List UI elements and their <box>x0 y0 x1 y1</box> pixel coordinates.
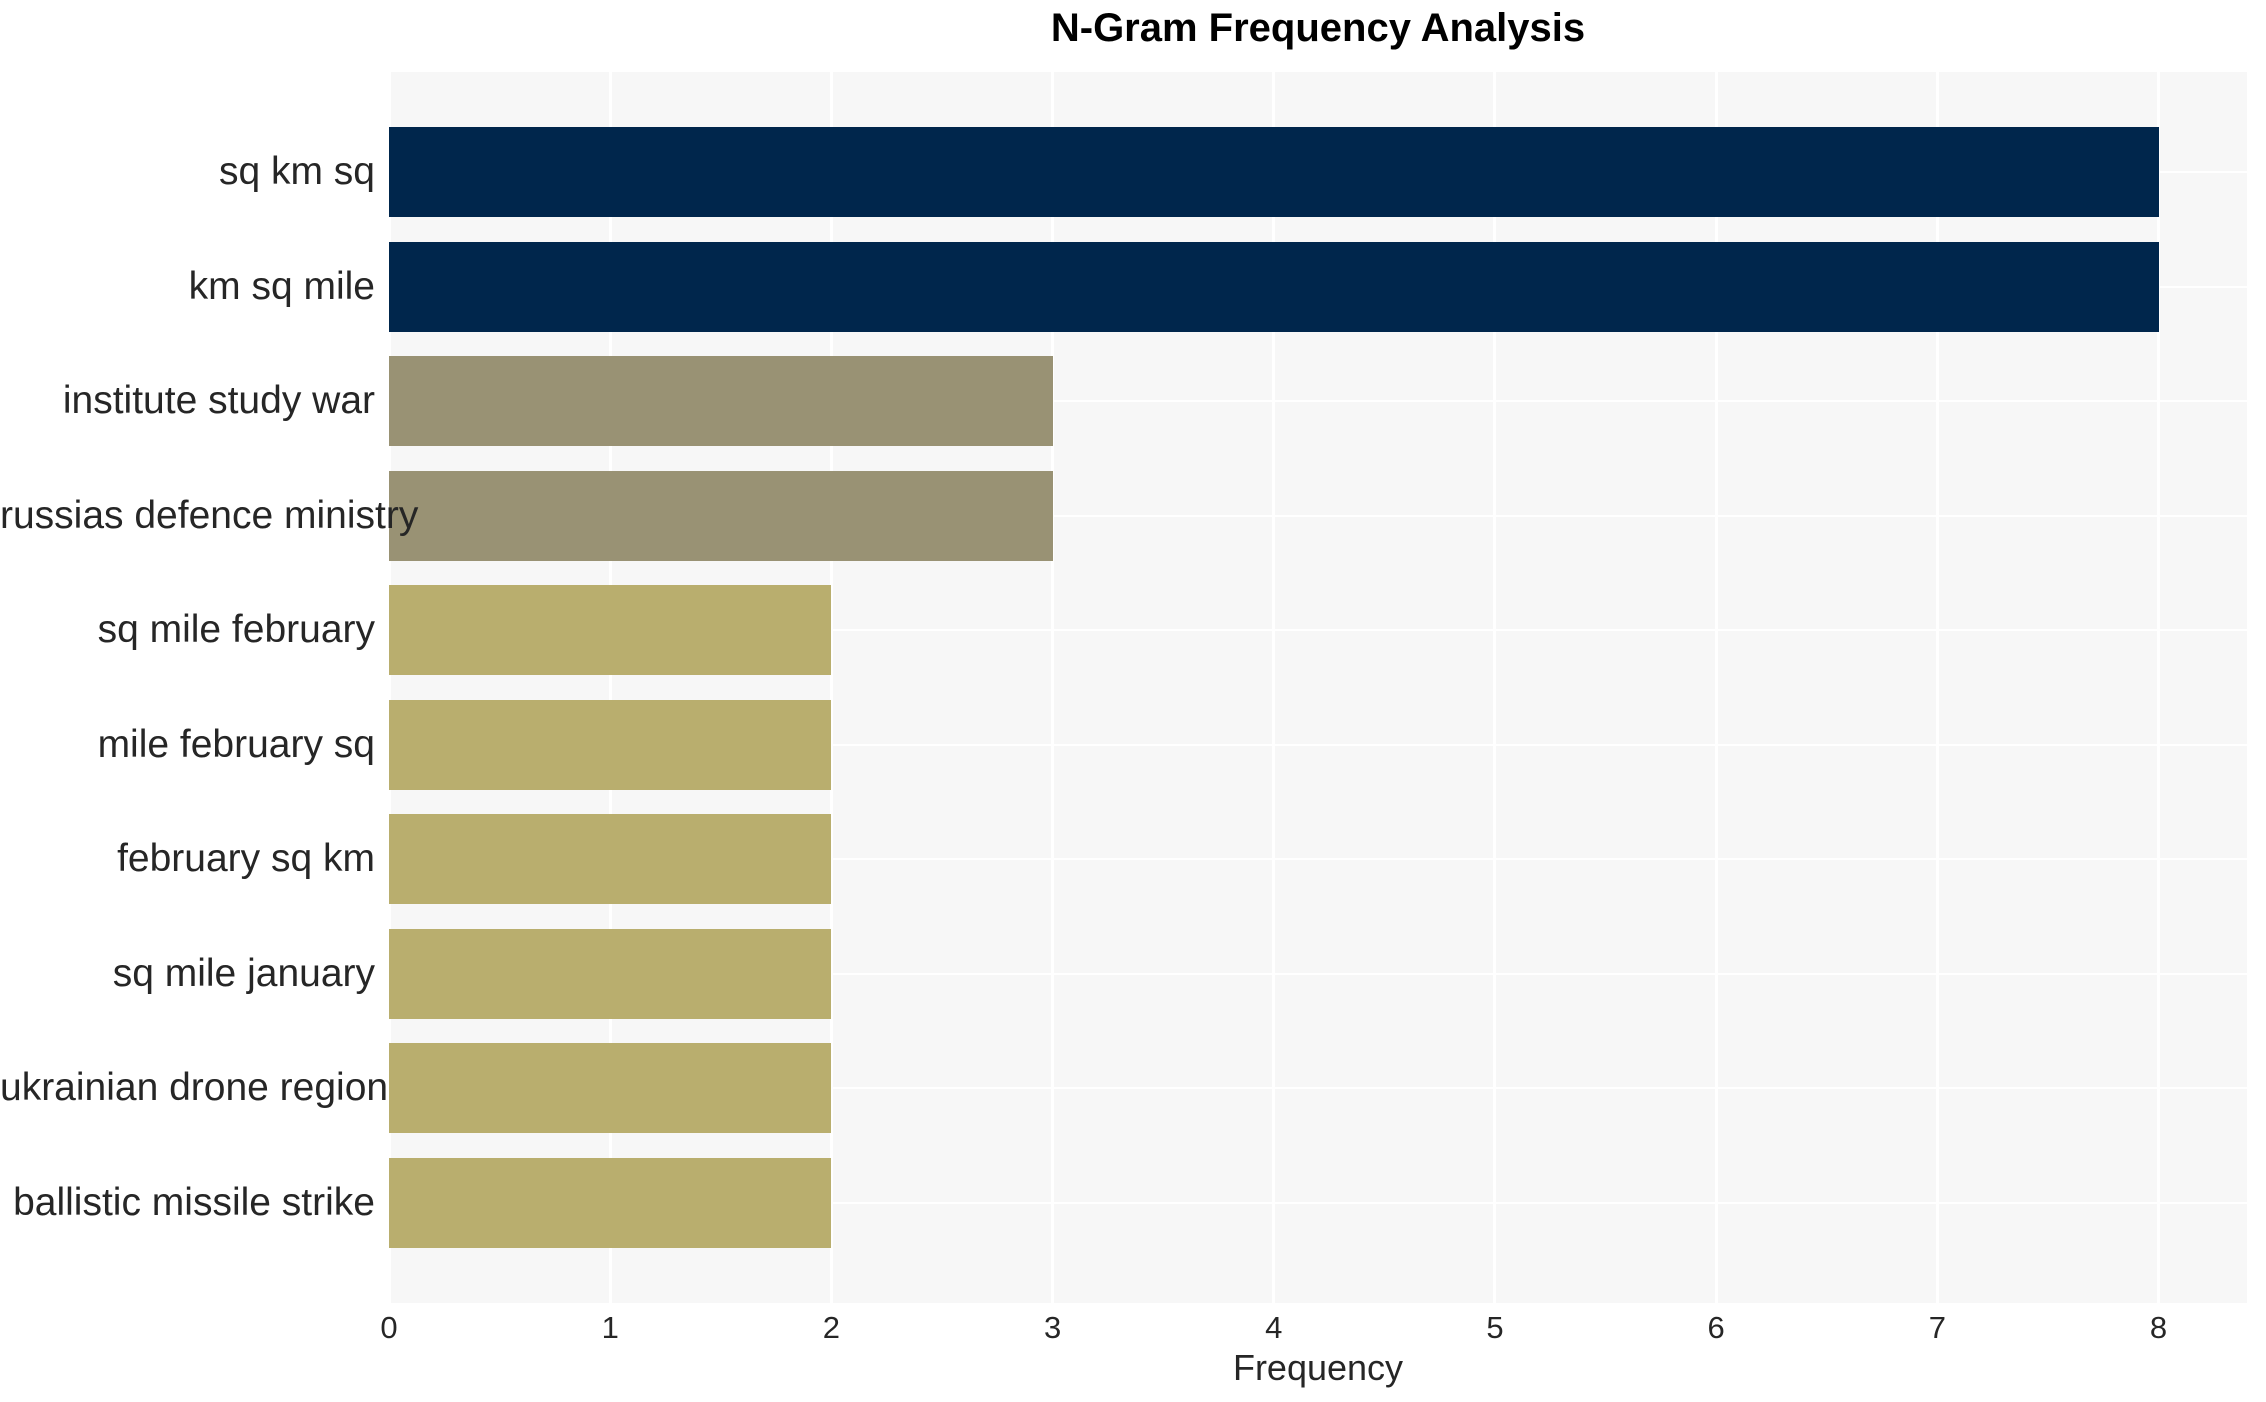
bar <box>389 241 2159 332</box>
bar <box>389 1043 832 1134</box>
y-axis-label: ballistic missile strike <box>13 1180 375 1224</box>
y-axis-label: sq mile january <box>112 951 375 995</box>
v-gridline <box>1051 72 1055 1303</box>
h-gridline <box>389 629 2247 632</box>
x-tick-label: 2 <box>822 1310 840 1345</box>
bar <box>389 699 832 790</box>
x-tick-label: 4 <box>1265 1310 1283 1345</box>
y-axis-label: ukrainian drone region <box>0 1066 389 1110</box>
bar <box>389 1157 832 1248</box>
x-tick-label: 7 <box>1928 1310 1946 1345</box>
v-gridline <box>608 72 612 1303</box>
y-axis-label: mile february sq <box>97 722 375 766</box>
bar <box>389 928 832 1019</box>
y-axis-label: russias defence ministry <box>0 493 419 537</box>
bar <box>389 814 832 905</box>
v-gridline <box>1935 72 1939 1303</box>
v-gridline <box>1493 72 1497 1303</box>
v-gridline <box>829 72 833 1303</box>
x-axis-title: Frequency <box>1232 1347 1404 1388</box>
x-tick-label: 8 <box>2149 1310 2168 1345</box>
v-gridline <box>389 72 391 1303</box>
h-gridline <box>389 972 2247 975</box>
plot-area <box>389 72 2247 1303</box>
x-tick-label: 0 <box>380 1310 398 1345</box>
bar <box>389 585 832 676</box>
v-gridline <box>1714 72 1718 1303</box>
bar <box>389 127 2159 218</box>
v-gridline <box>1272 72 1276 1303</box>
y-axis-labels: sq km sq km sq mile institute study war rus… <box>0 0 419 1402</box>
y-axis-label: sq km sq <box>218 150 375 194</box>
h-gridline <box>389 1087 2247 1090</box>
bar <box>389 470 1053 561</box>
chart-title: N-Gram Frequency Analysis <box>1050 6 1586 50</box>
bar <box>389 356 1053 447</box>
y-axis-label: institute study war <box>62 379 375 423</box>
h-gridline <box>389 743 2247 746</box>
x-tick-label: 6 <box>1707 1310 1725 1345</box>
h-gridline <box>389 400 2247 403</box>
x-tick-label: 1 <box>601 1310 619 1345</box>
h-gridline <box>389 1201 2247 1204</box>
v-gridline <box>2157 72 2161 1303</box>
x-tick-label: 3 <box>1043 1310 1062 1345</box>
y-axis-label: km sq mile <box>188 264 375 308</box>
y-axis-label: sq mile february <box>97 608 375 652</box>
h-gridline <box>389 858 2247 861</box>
y-axis-label: february sq km <box>117 837 375 881</box>
h-gridline <box>389 514 2247 517</box>
x-tick-label: 5 <box>1486 1310 1504 1345</box>
